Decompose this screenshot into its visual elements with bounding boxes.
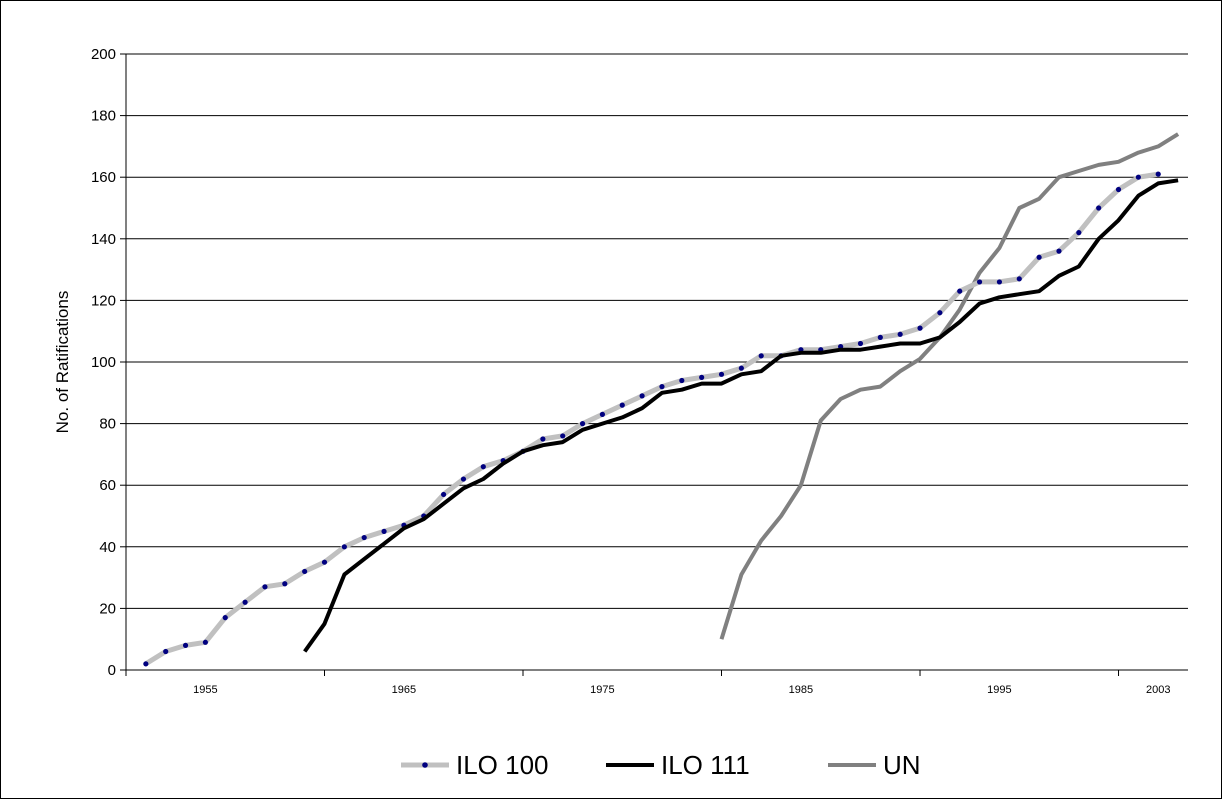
data-point-ilo-100 xyxy=(163,648,169,655)
series-line-ilo-111 xyxy=(303,178,1179,653)
y-axis-label: No. of Ratifications xyxy=(53,291,72,434)
data-point-ilo-100 xyxy=(639,393,645,399)
data-point-ilo-100 xyxy=(699,374,705,380)
x-tick-label: 1965 xyxy=(392,684,416,696)
x-tick-label: 2003 xyxy=(1146,684,1170,696)
data-point-ilo-100 xyxy=(381,528,387,535)
data-point-ilo-100 xyxy=(1096,205,1102,211)
data-point-ilo-100 xyxy=(1036,254,1042,260)
x-tick-label: 1955 xyxy=(193,684,217,696)
data-point-ilo-100 xyxy=(242,599,248,605)
data-point-ilo-100 xyxy=(143,661,149,667)
x-tick-label: 1995 xyxy=(987,684,1011,696)
legend-marker-ilo-100 xyxy=(422,762,428,768)
data-point-ilo-100 xyxy=(758,353,764,359)
series-line-un xyxy=(719,132,1180,640)
legend-label-ilo-111: ILO 111 xyxy=(661,750,750,780)
y-tick-label: 200 xyxy=(91,46,116,63)
data-point-ilo-100 xyxy=(579,421,586,427)
data-point-ilo-100 xyxy=(262,584,268,590)
y-tick-label: 80 xyxy=(99,416,116,433)
y-axis-ticks: 0 20 40 60 80 100 120 140 160 180 200 xyxy=(91,46,126,679)
data-point-ilo-100 xyxy=(1135,174,1141,180)
series-line-ilo-100 xyxy=(144,171,1159,666)
data-point-ilo-100 xyxy=(321,559,328,565)
data-point-ilo-100 xyxy=(897,331,903,337)
data-point-ilo-100 xyxy=(1076,230,1082,236)
data-point-ilo-100 xyxy=(659,384,665,390)
data-point-ilo-100 xyxy=(976,279,983,285)
y-tick-label: 160 xyxy=(91,169,116,186)
data-point-ilo-100 xyxy=(182,642,189,648)
data-point-ilo-100 xyxy=(738,365,744,371)
y-tick-label: 40 xyxy=(99,539,116,556)
data-point-ilo-100 xyxy=(1155,171,1161,177)
data-point-ilo-100 xyxy=(341,544,347,550)
data-point-ilo-100 xyxy=(917,325,923,331)
data-point-ilo-100 xyxy=(957,288,963,294)
data-point-ilo-100 xyxy=(937,310,943,316)
data-point-ilo-100 xyxy=(361,534,367,541)
y-tick-label: 20 xyxy=(99,600,116,617)
data-point-ilo-100 xyxy=(460,476,467,482)
data-point-ilo-100 xyxy=(1056,248,1062,254)
legend-label-ilo-100: ILO 100 xyxy=(456,750,549,780)
data-point-ilo-100 xyxy=(1016,276,1022,282)
data-point-ilo-100 xyxy=(282,581,288,587)
x-axis-ticks: 1955 1965 1975 1985 1995 2003 xyxy=(125,670,1170,696)
data-point-ilo-100 xyxy=(302,568,308,575)
data-point-ilo-100 xyxy=(679,377,685,384)
series-layer xyxy=(143,132,1180,667)
y-tick-label: 120 xyxy=(91,292,116,309)
x-tick-label: 1975 xyxy=(590,684,614,696)
data-point-ilo-100 xyxy=(619,402,625,408)
y-tick-label: 0 xyxy=(108,662,116,679)
y-tick-label: 180 xyxy=(91,108,116,125)
data-point-ilo-100 xyxy=(857,340,864,347)
y-tick-label: 100 xyxy=(91,354,116,371)
x-tick-label: 1985 xyxy=(789,684,813,696)
data-point-ilo-100 xyxy=(441,491,447,498)
data-point-ilo-100 xyxy=(599,411,606,417)
data-point-ilo-100 xyxy=(222,615,228,621)
legend: ILO 100 ILO 111 UN xyxy=(401,750,921,780)
data-point-ilo-100 xyxy=(202,639,209,645)
grid-lines xyxy=(126,53,1188,609)
data-point-ilo-100 xyxy=(560,433,566,439)
legend-label-un: UN xyxy=(883,750,921,780)
data-point-ilo-100 xyxy=(1115,186,1122,193)
data-point-ilo-100 xyxy=(480,464,486,470)
data-point-ilo-100 xyxy=(718,371,725,377)
data-point-ilo-100 xyxy=(996,279,1003,285)
data-point-ilo-100 xyxy=(877,334,883,340)
y-tick-label: 60 xyxy=(99,477,116,494)
data-point-ilo-100 xyxy=(540,436,546,442)
y-tick-label: 140 xyxy=(91,231,116,248)
